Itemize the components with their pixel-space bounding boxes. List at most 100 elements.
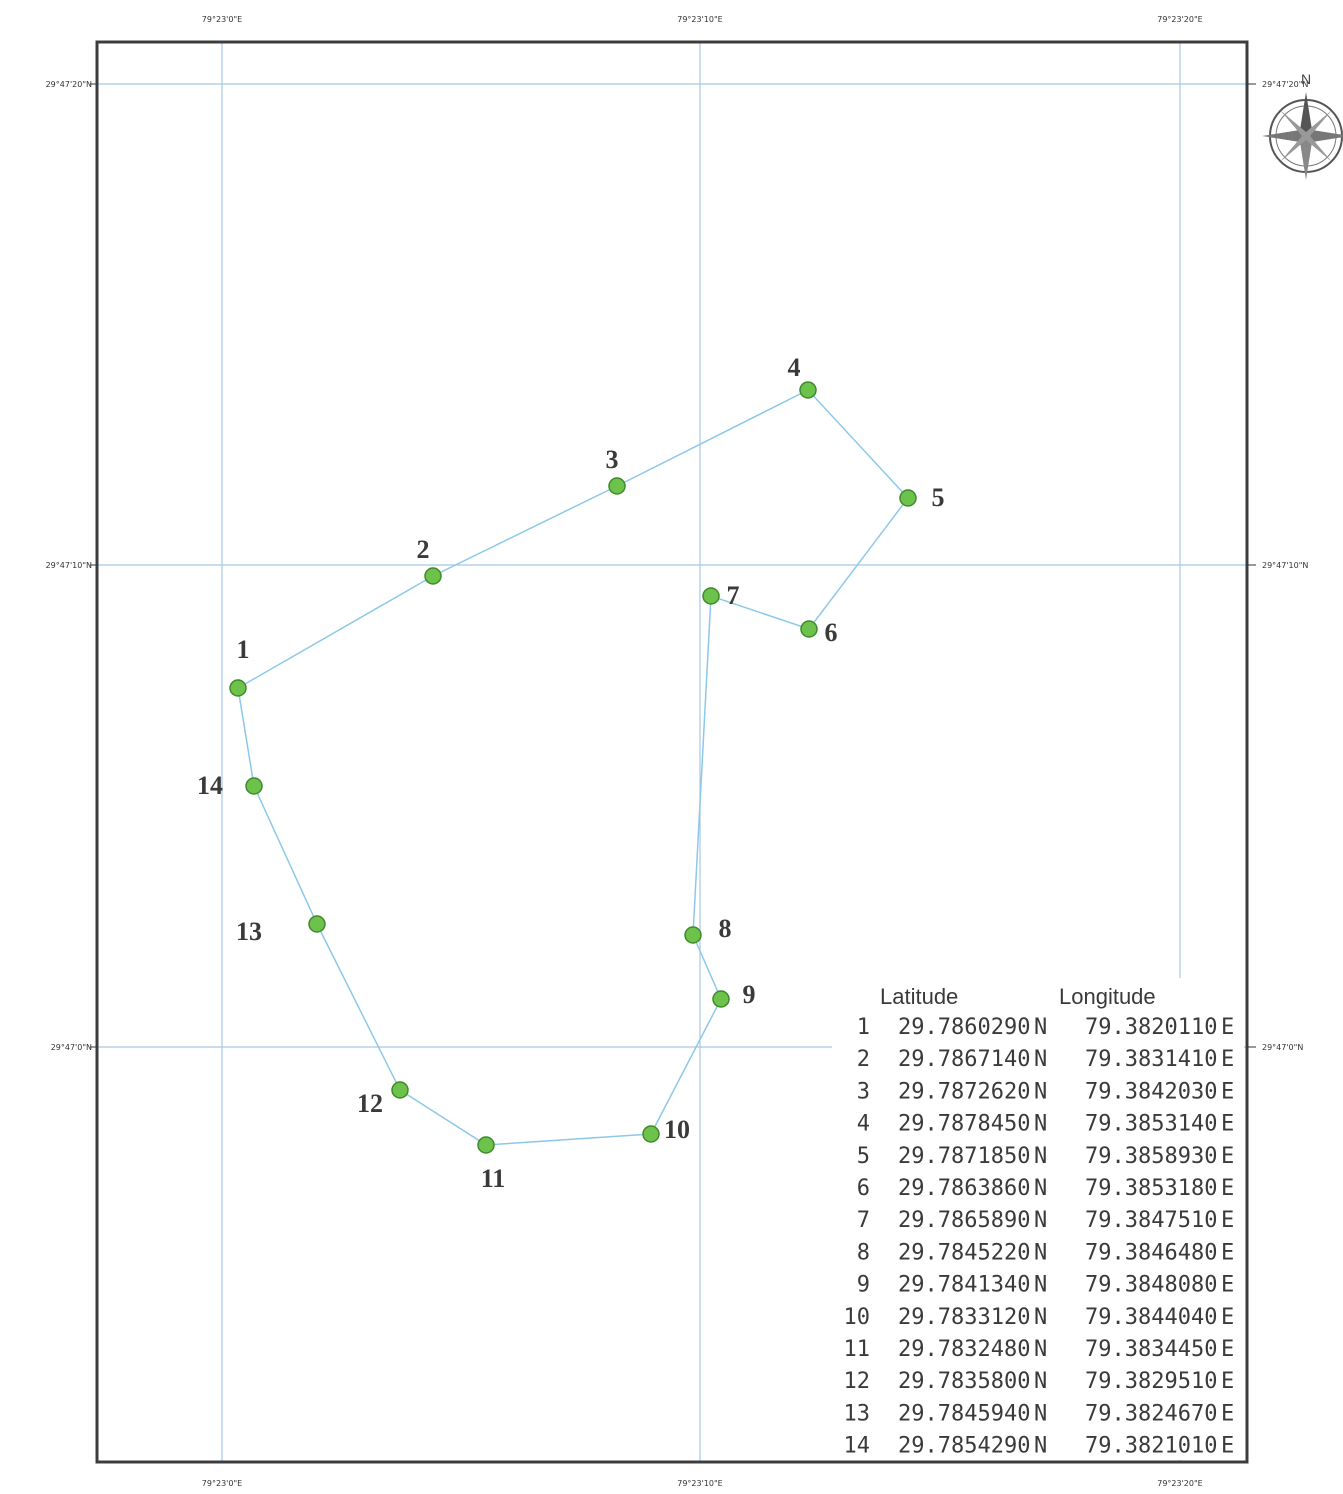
table-cell-index: 11: [844, 1337, 871, 1362]
table-cell-latitude: 29.7845220: [898, 1240, 1030, 1265]
table-cell-index: 5: [857, 1144, 870, 1169]
table-cell-longitude: 79.3829510: [1085, 1369, 1217, 1394]
table-cell-longitude: 79.3844040: [1085, 1305, 1217, 1330]
tick-label-top: 79°23'20"E: [1157, 15, 1202, 24]
survey-point-14: [245, 777, 263, 795]
table-cell-index: 8: [857, 1240, 870, 1265]
table-cell-lat-hemisphere: N: [1034, 1047, 1047, 1072]
table-cell-lat-hemisphere: N: [1034, 1176, 1047, 1201]
table-cell-lat-hemisphere: N: [1034, 1079, 1047, 1104]
table-cell-index: 7: [857, 1208, 870, 1233]
table-header-latitude: Latitude: [880, 984, 958, 1009]
table-cell-lon-hemisphere: E: [1221, 1079, 1234, 1104]
table-cell-lon-hemisphere: E: [1221, 1176, 1234, 1201]
table-cell-longitude: 79.3858930: [1085, 1144, 1217, 1169]
survey-point-7: [702, 587, 720, 605]
table-cell-index: 3: [857, 1079, 870, 1104]
point-label-5: 5: [932, 483, 945, 512]
table-cell-latitude: 29.7878450: [898, 1112, 1030, 1137]
point-label-13: 13: [236, 917, 262, 946]
tick-label-top: 79°23'10"E: [677, 15, 722, 24]
graticule: [97, 42, 1247, 1462]
table-cell-lon-hemisphere: E: [1221, 1273, 1234, 1298]
table-cell-lon-hemisphere: E: [1221, 1047, 1234, 1072]
compass-rose-icon: N: [1262, 71, 1343, 180]
survey-boundary: [237, 389, 909, 1146]
table-cell-lon-hemisphere: E: [1221, 1240, 1234, 1265]
coordinate-ticks: 79°23'0"E 79°23'10"E 79°23'20"E79°23'0"E 79…: [46, 15, 1309, 1488]
table-cell-latitude: 29.7835800: [898, 1369, 1030, 1394]
table-cell-latitude: 29.7865890: [898, 1208, 1030, 1233]
tick-label-right: 29°47'0"N: [1262, 1043, 1303, 1052]
survey-point-4: [799, 381, 817, 399]
table-cell-lon-hemisphere: E: [1221, 1369, 1234, 1394]
tick-label-left: 29°47'20"N: [46, 80, 92, 89]
table-cell-longitude: 79.3853180: [1085, 1176, 1217, 1201]
table-cell-lon-hemisphere: E: [1221, 1015, 1234, 1040]
point-label-7: 7: [727, 581, 740, 610]
table-cell-lon-hemisphere: E: [1221, 1401, 1234, 1426]
table-cell-lat-hemisphere: N: [1034, 1369, 1047, 1394]
survey-point-10: [642, 1125, 660, 1143]
table-cell-lat-hemisphere: N: [1034, 1305, 1047, 1330]
table-cell-latitude: 29.7863860: [898, 1176, 1030, 1201]
survey-point-9: [712, 990, 730, 1008]
tick-label-bottom: 79°23'10"E: [677, 1479, 722, 1488]
table-cell-longitude: 79.3846480: [1085, 1240, 1217, 1265]
table-cell-lon-hemisphere: E: [1221, 1337, 1234, 1362]
point-label-9: 9: [743, 980, 756, 1009]
table-cell-longitude: 79.3847510: [1085, 1208, 1217, 1233]
point-label-10: 10: [664, 1115, 690, 1144]
tick-label-left: 29°47'0"N: [51, 1043, 92, 1052]
tick-label-bottom: 79°23'0"E: [202, 1479, 242, 1488]
points-layer: [229, 381, 917, 1154]
table-cell-lon-hemisphere: E: [1221, 1305, 1234, 1330]
table-cell-latitude: 29.7845940: [898, 1401, 1030, 1426]
survey-point-3: [608, 477, 626, 495]
table-cell-index: 2: [857, 1047, 870, 1072]
survey-point-5: [899, 489, 917, 507]
tick-label-right: 29°47'20"N: [1262, 80, 1308, 89]
table-cell-lat-hemisphere: N: [1034, 1144, 1047, 1169]
table-cell-latitude: 29.7860290: [898, 1015, 1030, 1040]
table-cell-lat-hemisphere: N: [1034, 1337, 1047, 1362]
point-label-14: 14: [197, 771, 223, 800]
tick-label-right: 29°47'10"N: [1262, 561, 1308, 570]
survey-point-1: [229, 679, 247, 697]
table-cell-index: 4: [857, 1112, 870, 1137]
table-cell-latitude: 29.7871850: [898, 1144, 1030, 1169]
map-frame: [95, 40, 1249, 1464]
table-cell-longitude: 79.3842030: [1085, 1079, 1217, 1104]
point-label-12: 12: [357, 1089, 383, 1118]
table-cell-latitude: 29.7867140: [898, 1047, 1030, 1072]
point-label-8: 8: [719, 914, 732, 943]
table-header-longitude: Longitude: [1059, 984, 1156, 1009]
table-cell-latitude: 29.7833120: [898, 1305, 1030, 1330]
table-cell-longitude: 79.3834450: [1085, 1337, 1217, 1362]
table-cell-lat-hemisphere: N: [1034, 1240, 1047, 1265]
table-cell-lon-hemisphere: E: [1221, 1144, 1234, 1169]
north-letter: N: [1301, 71, 1311, 87]
table-cell-lat-hemisphere: N: [1034, 1401, 1047, 1426]
point-label-6: 6: [825, 618, 838, 647]
table-cell-index: 1: [857, 1015, 870, 1040]
table-cell-longitude: 79.3824670: [1085, 1401, 1217, 1426]
table-cell-index: 10: [844, 1305, 871, 1330]
table-cell-index: 13: [844, 1401, 871, 1426]
survey-point-8: [684, 926, 702, 944]
table-cell-latitude: 29.7854290: [898, 1434, 1030, 1459]
survey-point-2: [424, 567, 442, 585]
point-label-4: 4: [788, 353, 801, 382]
table-cell-latitude: 29.7832480: [898, 1337, 1030, 1362]
table-cell-longitude: 79.3821010: [1085, 1434, 1217, 1459]
point-label-3: 3: [606, 445, 619, 474]
table-cell-lon-hemisphere: E: [1221, 1112, 1234, 1137]
point-label-1: 1: [237, 635, 250, 664]
point-label-2: 2: [417, 535, 430, 564]
table-cell-lat-hemisphere: N: [1034, 1434, 1047, 1459]
tick-label-top: 79°23'0"E: [202, 15, 242, 24]
table-cell-index: 9: [857, 1273, 870, 1298]
